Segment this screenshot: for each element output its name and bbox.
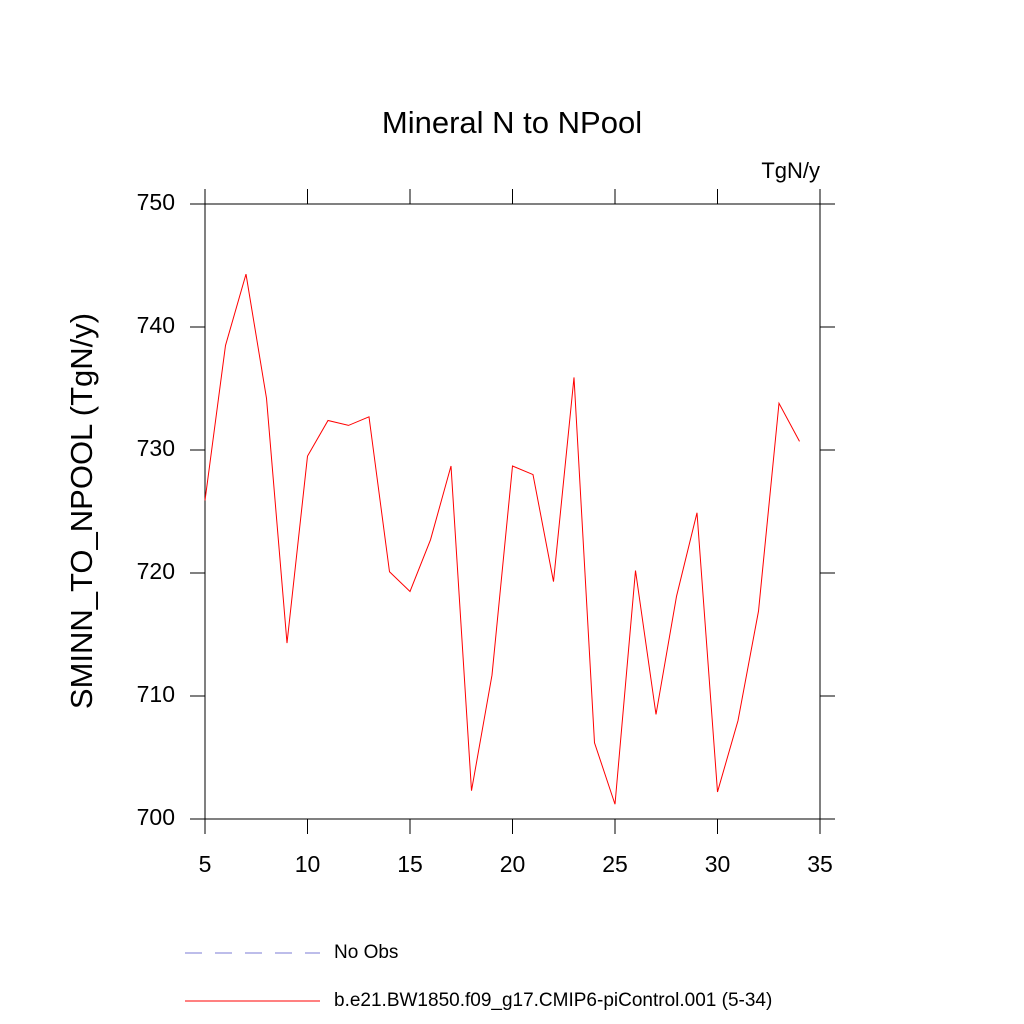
x-tick-label: 30 [705, 851, 731, 877]
x-tick-label: 15 [397, 851, 423, 877]
y-tick-label: 700 [137, 804, 175, 830]
series-line [204, 273, 800, 805]
y-tick-label: 750 [137, 189, 175, 215]
y-tick-label: 720 [137, 558, 175, 584]
legend-label: No Obs [334, 942, 398, 963]
y-axis-label: SMINN_TO_NPOOL (TgN/y) [64, 313, 99, 709]
units-label: TgN/y [761, 158, 820, 183]
y-tick-label: 740 [137, 312, 175, 338]
x-tick-label: 35 [807, 851, 833, 877]
chart-title: Mineral N to NPool [382, 105, 642, 140]
x-tick-label: 5 [199, 851, 212, 877]
y-tick-label: 730 [137, 435, 175, 461]
legend-label: b.e21.BW1850.f09_g17.CMIP6-piControl.001… [334, 990, 772, 1011]
y-tick-label: 710 [137, 681, 175, 707]
plot-frame [204, 203, 821, 820]
x-tick-label: 20 [500, 851, 526, 877]
x-tick-label: 10 [295, 851, 321, 877]
x-tick-label: 25 [602, 851, 628, 877]
